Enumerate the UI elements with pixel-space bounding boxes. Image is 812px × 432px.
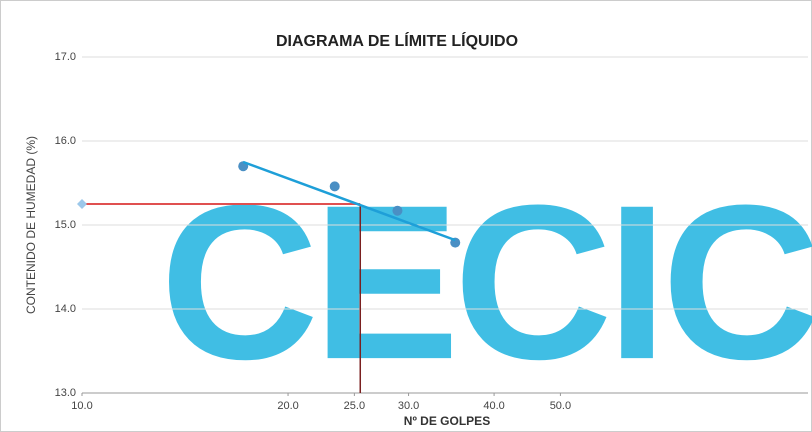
x-tick-label: 50.0 [550,400,571,412]
data-point [329,181,340,192]
y-tick-label: 14.0 [55,303,76,315]
y-tick-label: 13.0 [55,387,76,399]
y-tick-label: 16.0 [55,135,76,147]
x-tick-label: 10.0 [71,400,92,412]
y-tick-label: 17.0 [55,51,76,63]
trend-line [242,160,456,242]
watermark: CECIC [160,159,812,405]
x-axis-label: Nº DE GOLPES [404,414,490,428]
x-tick-label: 20.0 [277,400,298,412]
y-tick-label: 15.0 [55,219,76,231]
x-tick-label: 25.0 [344,400,365,412]
data-point [392,205,403,216]
x-tick-label: 40.0 [483,400,504,412]
chart-title: DIAGRAMA DE LÍMITE LÍQUIDO [276,31,518,50]
liquid-limit-marker [77,199,87,209]
y-axis-label: CONTENIDO DE HUMEDAD (%) [24,136,38,314]
x-tick-label: 30.0 [398,400,419,412]
